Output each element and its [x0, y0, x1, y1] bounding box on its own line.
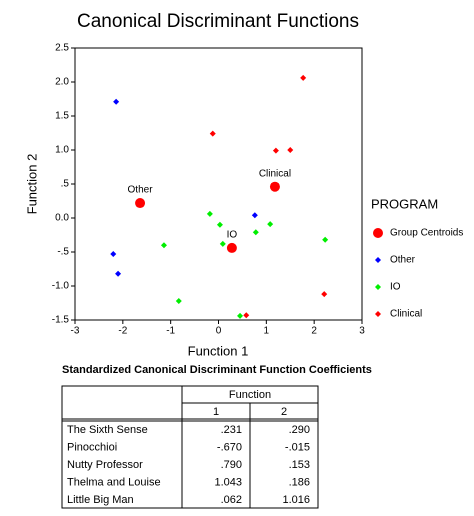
- point-label: IO: [227, 230, 238, 241]
- y-tick-label: 0.0: [55, 213, 69, 224]
- table-cell: 1.016: [282, 494, 310, 506]
- x-tick-label: -2: [118, 326, 127, 337]
- table-column: 2: [281, 406, 287, 418]
- table-cell: -.015: [285, 441, 310, 453]
- centroid: [135, 198, 146, 209]
- y-tick-label: .5: [61, 179, 70, 190]
- table-column: 1: [213, 406, 219, 418]
- table-cell: Thelma and Louise: [67, 476, 161, 488]
- plot-frame: [74, 47, 363, 321]
- y-tick-label: 1.0: [55, 145, 69, 156]
- legend-label: IO: [390, 282, 401, 293]
- point: [300, 74, 307, 81]
- legend-marker: [375, 311, 381, 317]
- table-cell: -.670: [217, 441, 242, 453]
- table-cell: .790: [221, 459, 242, 471]
- x-tick-label: 1: [264, 326, 270, 337]
- table-cell: .231: [221, 424, 242, 436]
- point: [219, 240, 226, 247]
- point: [237, 312, 244, 319]
- legend-marker: [375, 257, 381, 263]
- x-axis-label: Function 1: [188, 343, 249, 358]
- table-cell: The Sixth Sense: [67, 424, 148, 436]
- point: [216, 221, 223, 228]
- point: [206, 210, 213, 217]
- point: [272, 147, 279, 154]
- point: [160, 242, 167, 249]
- point: [252, 229, 259, 236]
- point-label: Clinical: [259, 168, 291, 179]
- x-tick-label: -3: [71, 326, 80, 337]
- y-tick-label: -1.0: [52, 281, 70, 292]
- x-tick-label: 0: [216, 326, 222, 337]
- legend-label: Clinical: [390, 309, 422, 320]
- table-cell: Pinocchioi: [67, 441, 117, 453]
- centroid: [226, 242, 237, 253]
- point: [110, 251, 117, 258]
- table-frame: [61, 385, 319, 509]
- point: [113, 98, 120, 105]
- point-label: Other: [128, 185, 154, 196]
- table-cell: .186: [289, 476, 310, 488]
- table-cell: .290: [289, 424, 310, 436]
- point: [322, 236, 329, 243]
- point: [287, 147, 294, 153]
- point: [321, 291, 328, 298]
- table-cell: .153: [289, 459, 310, 471]
- centroid: [269, 181, 280, 192]
- legend-label: Other: [390, 255, 416, 266]
- y-tick-label: -1.5: [52, 315, 70, 326]
- legend-label: Group Centroids: [390, 228, 463, 239]
- x-tick-label: 3: [359, 326, 365, 337]
- point: [267, 221, 274, 228]
- legend-marker: [373, 228, 383, 238]
- table-header: Function: [229, 389, 271, 401]
- point: [209, 130, 216, 137]
- table-cell: Nutty Professor: [67, 459, 143, 471]
- x-tick-label: 2: [311, 326, 317, 337]
- legend-title: PROGRAM: [371, 196, 438, 211]
- table-cell: 1.043: [214, 476, 242, 488]
- chart-title: Canonical Discriminant Functions: [77, 11, 359, 32]
- legend-marker: [375, 284, 381, 290]
- point: [175, 297, 182, 304]
- y-tick-label: 1.5: [55, 111, 69, 122]
- table-cell: Little Big Man: [67, 494, 134, 506]
- x-tick-label: -1: [166, 326, 175, 337]
- point: [115, 270, 122, 277]
- point: [251, 212, 258, 219]
- y-tick-label: 2.0: [55, 77, 69, 88]
- table-cell: .062: [221, 494, 242, 506]
- y-tick-label: -.5: [57, 247, 69, 258]
- y-tick-label: 2.5: [55, 43, 69, 54]
- point: [243, 312, 250, 319]
- table-title: Standardized Canonical Discriminant Func…: [62, 364, 372, 376]
- y-axis-label: Function 2: [24, 154, 39, 215]
